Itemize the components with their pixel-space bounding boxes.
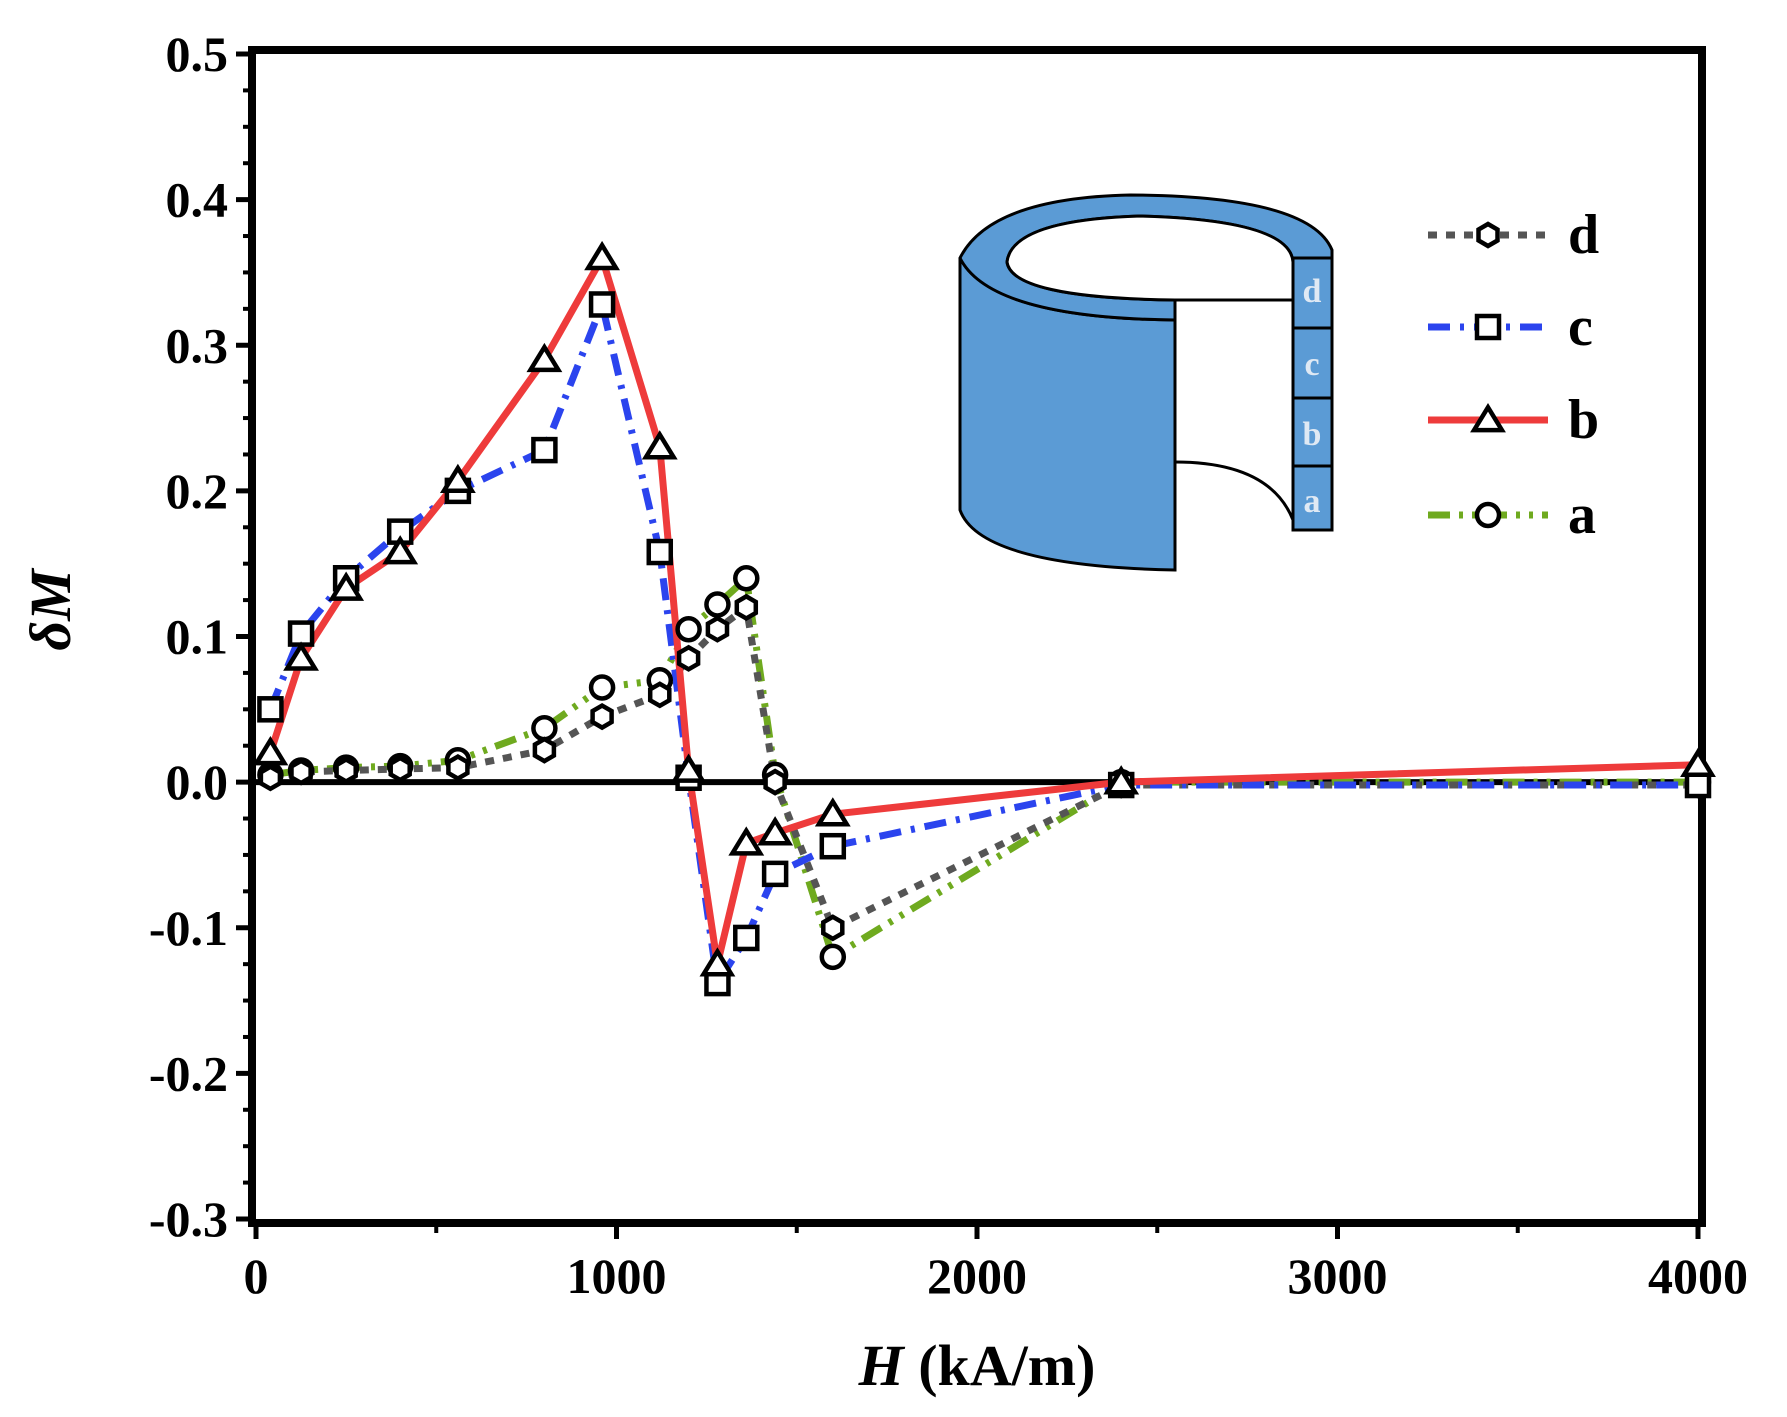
data-point-d [676, 644, 701, 672]
axis-tick-labels: 0 1000 2000 3000 4000 -0.3 -0.2 -0.1 0.0 0.1 0.2 0.… [149, 26, 1748, 1304]
data-point-b [1103, 765, 1140, 795]
x-axis-title-variable: H [858, 1333, 906, 1398]
data-point-b [757, 816, 794, 846]
data-point-d [334, 756, 358, 785]
x-tick-label: 2000 [927, 1248, 1027, 1304]
data-point-b [1680, 747, 1716, 778]
data-point-d [446, 754, 470, 782]
y-tick-label: 0.0 [166, 754, 229, 810]
x-tick-label: 3000 [1288, 1248, 1388, 1304]
x-tick-label: 1000 [567, 1248, 667, 1304]
data-point-a [733, 565, 760, 592]
cylinder-wall-section [1291, 256, 1334, 532]
data-point-b [728, 826, 765, 856]
x-axis-title: H (kA/m) [858, 1333, 1096, 1398]
inset-segment-label-c: c [1304, 346, 1319, 383]
y-tick-label: 0.5 [166, 26, 229, 82]
y-tick-label: 0.3 [166, 317, 229, 373]
data-point-b [584, 240, 621, 271]
data-point-d [821, 914, 845, 942]
data-point-c [1684, 771, 1712, 799]
data-point-a [588, 674, 616, 701]
x-axis-title-units: (kA/m) [904, 1333, 1096, 1398]
data-point-b [252, 736, 289, 766]
data-point-c [733, 924, 760, 952]
y-tick-label: 0.1 [166, 609, 229, 665]
data-point-a [704, 591, 731, 618]
data-point-c [588, 291, 616, 318]
inset-segment-label-b: b [1303, 416, 1322, 453]
data-point-d [705, 615, 730, 643]
data-point-c [531, 436, 558, 464]
x-tick-label: 4000 [1648, 1248, 1748, 1304]
data-point-b [641, 430, 678, 460]
cylinder-inner-opening [1005, 214, 1295, 302]
data-point-d [258, 764, 283, 792]
legend-marker-b [1470, 403, 1506, 433]
data-point-a [675, 615, 702, 643]
data-point-c [646, 538, 674, 566]
data-point-b [699, 947, 736, 977]
y-tick-label: -0.1 [149, 900, 228, 956]
data-point-d [590, 703, 614, 731]
cylinder-inner-wall [1174, 460, 1295, 521]
data-point-d [647, 681, 672, 709]
legend-marker-d [1476, 221, 1500, 249]
inset-cylinder: d c b a [958, 193, 1334, 572]
legend-marker-c [1474, 313, 1502, 341]
y-axis-title-variable: M [18, 567, 83, 622]
x-tick-label: 0 [244, 1248, 269, 1304]
data-point-c [257, 696, 284, 723]
hollow-cylinder-icon [958, 193, 1334, 572]
y-tick-label: 0.2 [166, 463, 229, 519]
inset-segment-label-a: a [1304, 483, 1321, 520]
legend-label-a: a [1568, 484, 1596, 546]
series-line-a [269, 574, 1698, 961]
y-tick-label: 0.4 [166, 172, 229, 228]
series-markers [252, 240, 1716, 997]
y-axis-title: δM [18, 567, 83, 651]
data-point-b [670, 753, 707, 783]
y-tick-label: -0.2 [149, 1045, 228, 1101]
data-point-b [382, 535, 419, 565]
data-point-b [328, 571, 365, 601]
data-point-c [761, 860, 789, 888]
data-point-d [532, 736, 557, 764]
data-point-c [287, 620, 315, 647]
legend-label-d: d [1568, 204, 1599, 266]
data-point-b [439, 463, 476, 494]
y-tick-label: -0.3 [149, 1191, 228, 1247]
data-point-d [388, 755, 412, 783]
data-point-d [289, 758, 313, 786]
data-point-a [531, 714, 558, 742]
data-point-b [526, 342, 563, 373]
data-point-b [814, 797, 851, 827]
data-point-d [763, 768, 787, 796]
data-point-d [734, 593, 759, 621]
data-point-c [819, 832, 847, 860]
data-point-b [283, 641, 319, 671]
legend-marker-a [1474, 501, 1502, 529]
legend-label-b: b [1568, 389, 1599, 451]
legend-label-c: c [1568, 296, 1593, 358]
axis-ticks [236, 51, 1701, 1239]
series-line-d [269, 603, 1698, 932]
inset-segment-label-d: d [1303, 273, 1322, 310]
data-point-a [819, 943, 847, 971]
y-axis-title-symbol: δ [18, 621, 83, 651]
